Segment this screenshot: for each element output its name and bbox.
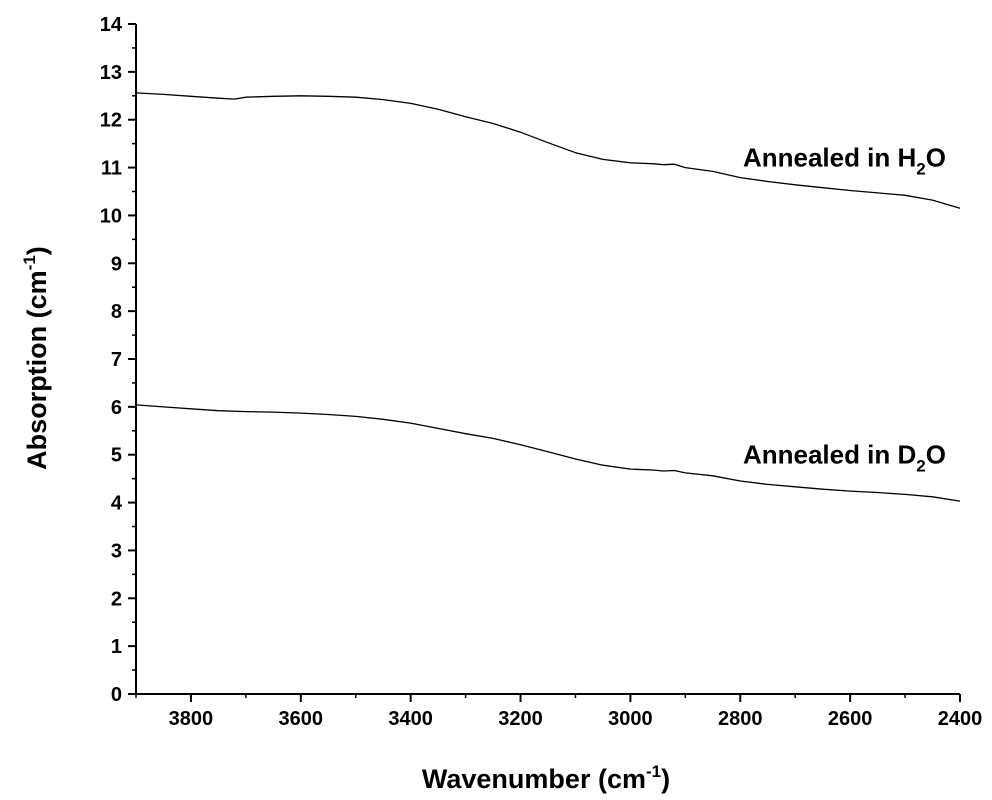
x-axis-title: Wavenumber (cm-1) xyxy=(422,762,670,794)
series-line-d2o xyxy=(135,404,961,502)
y-tick-label: 9 xyxy=(111,253,122,275)
series-layer xyxy=(135,92,961,502)
y-tick-label: 0 xyxy=(111,684,122,706)
x-tick-label: 3200 xyxy=(498,708,543,730)
y-tick-label: 1 xyxy=(111,636,122,658)
x-tick-label: 3400 xyxy=(388,708,433,730)
x-tick-label: 2600 xyxy=(828,708,873,730)
x-tick-label: 2800 xyxy=(718,708,763,730)
y-tick-label: 13 xyxy=(100,62,122,84)
x-tick-label: 2400 xyxy=(938,708,983,730)
x-tick-label: 3600 xyxy=(279,708,324,730)
x-tick-label: 3000 xyxy=(608,708,653,730)
x-axis: 3800 3600 3400 3200 3000 2800 2600 2400 xyxy=(135,694,983,730)
series-line-h2o xyxy=(135,92,961,209)
plot-frame xyxy=(135,24,960,695)
y-tick-label: 7 xyxy=(111,349,122,371)
y-tick-label: 10 xyxy=(100,205,122,227)
x-tick-label: 3800 xyxy=(169,708,214,730)
y-tick-label: 11 xyxy=(101,158,122,180)
y-axis-title: Absorption (cm-1) xyxy=(20,246,52,470)
series-label-d2o: Annealed in D2O xyxy=(743,439,946,475)
series-label-h2o: Annealed in H2O xyxy=(743,143,946,179)
y-tick-label: 6 xyxy=(111,397,122,419)
y-tick-label: 3 xyxy=(111,540,122,562)
y-tick-label: 14 xyxy=(100,14,123,36)
y-tick-label: 8 xyxy=(111,301,122,323)
y-tick-label: 4 xyxy=(111,493,123,515)
annotation-layer: Annealed in H2O Annealed in D2O xyxy=(743,143,946,476)
y-tick-label: 5 xyxy=(111,445,122,467)
y-tick-label: 12 xyxy=(100,110,122,132)
y-tick-label: 2 xyxy=(111,588,122,610)
